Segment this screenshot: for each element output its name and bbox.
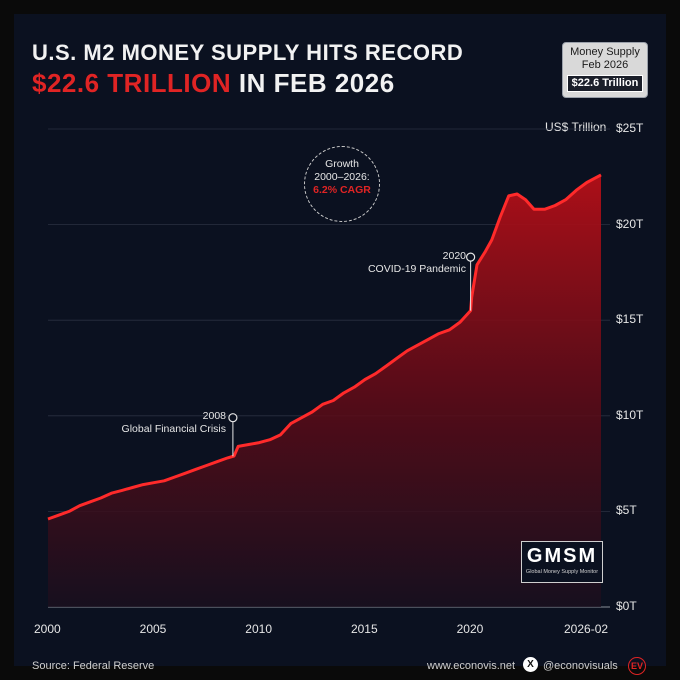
badge-value: $22.6 Trillion [566,75,644,92]
annotation-marker [466,252,476,262]
title-highlight-value: $22.6 TRILLION [32,68,232,98]
gmsm-logo: GMSM Global Money Supply Monitor [521,541,603,583]
y-axis-unit-label: US$ Trillion [545,120,607,134]
annotation-2008: 2008 [150,410,226,423]
website-link[interactable]: www.econovis.net [427,660,516,672]
y-tick-label: $10T [616,407,644,422]
chart-title-line1: U.S. M2 MONEY SUPPLY HITS RECORD [32,40,464,65]
econovis-logo-icon: EV [628,657,646,675]
x-social-icon[interactable]: X [523,657,538,672]
y-tick-label: $20T [616,216,644,231]
badge-line2: Feb 2026 [581,59,629,71]
cagr-line1: Growth [325,158,359,170]
y-tick-label: $25T [616,121,644,135]
cagr-value: 6.2% CAGR [313,184,371,196]
cagr-bubble: Growth 2000–2026: 6.2% CAGR [304,146,380,222]
x-tick-label: 2005 [139,622,167,636]
gmsm-title: GMSM [526,545,598,567]
y-tick-label: $5T [616,503,637,518]
annotation-2008-label-box: Global Financial Crisis [110,423,226,436]
x-tick-label: 2010 [245,622,272,636]
annotation-marker [228,413,238,423]
annotation-2020-label: COVID-19 Pandemic [367,263,466,275]
badge-line1: Money Supply [570,46,640,58]
money-supply-badge: Money Supply Feb 2026 $22.6 Trillion [562,42,648,98]
source-note: Source: Federal Reserve [32,660,155,672]
annotation-2020: 2020 [390,250,466,263]
x-tick-label: 2015 [350,622,378,636]
m2-series-line [47,173,602,521]
x-tick-label: 2020 [456,622,484,636]
annotation-2020-year: 2020 [442,250,466,262]
y-tick-label: $0T [616,599,637,613]
title-rest: IN FEB 2026 [231,68,395,98]
annotation-2020-label-box: COVID-19 Pandemic [350,263,466,276]
m2-area-fill [48,174,601,607]
y-tick-label: $15T [616,312,644,327]
cagr-line2: 2000–2026: [314,171,370,183]
x-tick-label: 2000 [34,622,61,636]
x-tick-label: 2026-02 [564,622,609,636]
social-handle[interactable]: @econovisuals [543,660,618,672]
chart-title-line2: $22.6 TRILLION IN FEB 2026 [32,68,395,99]
annotation-2008-year: 2008 [202,410,226,422]
annotation-2008-label: Global Financial Crisis [121,423,226,435]
gmsm-subtitle: Global Money Supply Monitor [525,569,599,575]
